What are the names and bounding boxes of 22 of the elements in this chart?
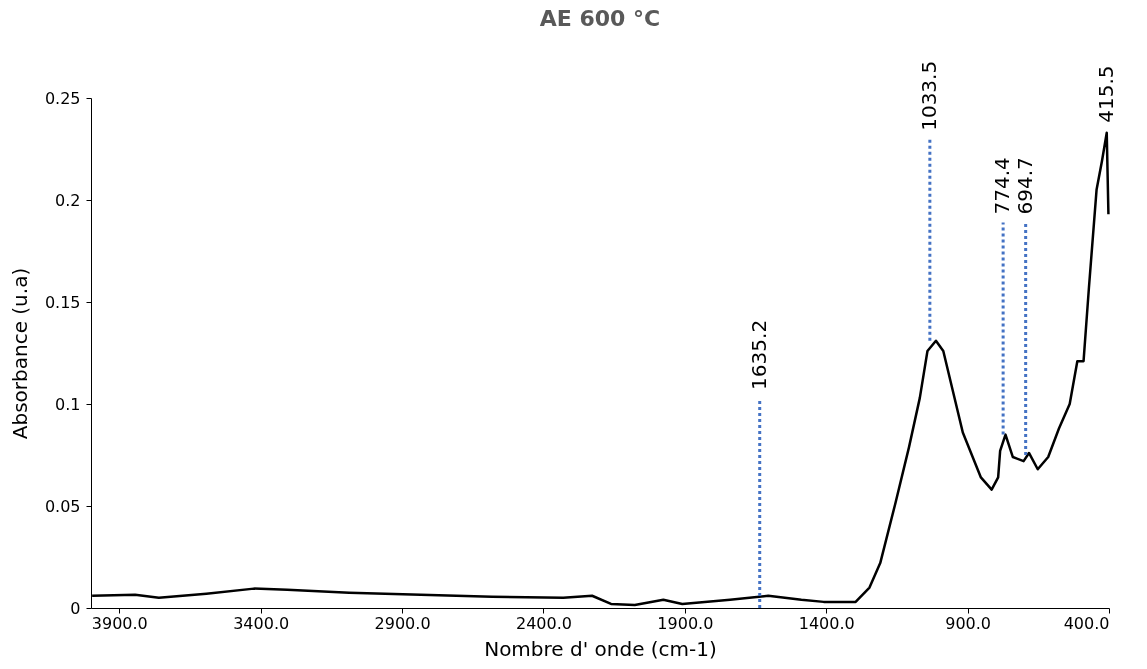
- text: 1033.5: [916, 60, 941, 131]
- x-tick-label: 2900.0: [374, 613, 431, 633]
- x-tick-label: 3900.0: [91, 613, 148, 633]
- y-tick-label: 0.1: [55, 394, 81, 414]
- x-axis-title: Nombre d' onde (cm-1): [484, 636, 717, 661]
- y-axis-title: Absorbance (u.a): [7, 267, 32, 440]
- annotation: 415.5: [1093, 65, 1118, 123]
- x-tick-label: 400.0: [1063, 613, 1110, 633]
- y-tick-label: 0.25: [44, 88, 81, 108]
- y-tick-label: 0.2: [55, 190, 81, 210]
- y-tick-label: 0.15: [44, 292, 81, 312]
- x-tick-label: 900.0: [945, 613, 992, 633]
- text: 774.4: [990, 157, 1015, 215]
- x-tick-label: 3400.0: [233, 613, 290, 633]
- y-tick-label: 0: [70, 598, 81, 618]
- x-tick-label: 1900.0: [657, 613, 714, 633]
- chart-title: AE 600 °C: [539, 5, 661, 31]
- y-tick-label: 0.05: [44, 496, 81, 516]
- text: 1635.2: [746, 319, 771, 390]
- x-tick-label: 1400.0: [798, 613, 855, 633]
- text: 694.7: [1012, 157, 1037, 215]
- x-tick-label: 2400.0: [515, 613, 572, 633]
